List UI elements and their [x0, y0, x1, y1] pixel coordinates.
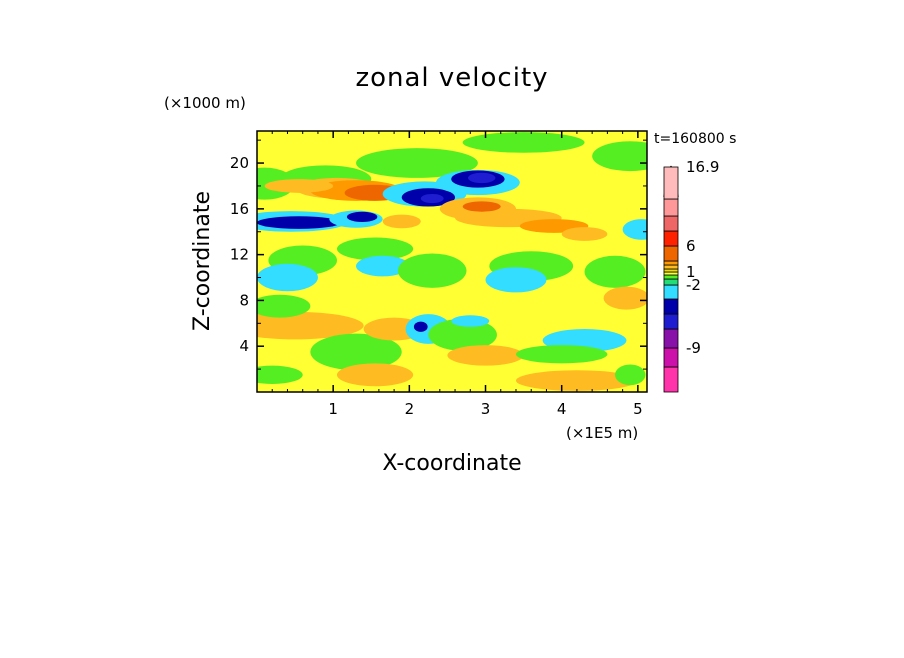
contour-region-17	[467, 172, 496, 184]
y-tick-label: 16	[230, 200, 249, 218]
colorbar-segment	[663, 260, 679, 266]
contour-region-30	[397, 253, 467, 288]
colorbar-segment	[663, 215, 679, 232]
y-tick-label: 4	[239, 337, 249, 355]
colorbar-segment	[663, 328, 679, 349]
contour-region-20	[462, 201, 501, 212]
x-tick-label: 1	[328, 400, 338, 418]
contour-region-24	[622, 219, 647, 240]
contour-region-37	[336, 363, 414, 387]
contour-region-46	[603, 286, 647, 310]
colorbar-segment	[663, 230, 679, 247]
colorbar-segment	[663, 298, 679, 315]
chart-title: zonal velocity	[355, 63, 548, 93]
contour-region-34	[257, 311, 364, 340]
y-unit-label: (×1000 m)	[164, 94, 246, 112]
contour-region-43	[447, 345, 524, 366]
x-axis-label: X-coordinate	[382, 451, 521, 476]
contour-region-50	[462, 132, 585, 153]
contour-region-14	[420, 193, 444, 204]
y-tick-label: 12	[230, 246, 249, 264]
colorbar-segment	[663, 347, 679, 368]
colorbar-segment	[663, 278, 679, 286]
contour-region-1	[356, 148, 478, 178]
plot-frame	[256, 130, 648, 393]
contour-region-28	[336, 237, 414, 261]
colorbar-segment	[663, 274, 679, 280]
contour-region-41	[428, 318, 497, 351]
contour-region-45	[515, 345, 608, 364]
contour-region-42	[451, 315, 490, 327]
colorbar-segment	[663, 268, 679, 273]
contour-region-47	[515, 370, 638, 391]
colorbar-segment	[663, 271, 679, 276]
colorbar-segment	[663, 284, 679, 300]
time-label: t=160800 s	[654, 131, 736, 147]
contour-region-29	[356, 255, 410, 277]
colorbar-label: 6	[686, 237, 696, 255]
contour-region-11	[346, 211, 378, 223]
contour-region-9	[257, 216, 341, 229]
colorbar-segment	[663, 366, 679, 393]
colorbar: 16.9 6 1-2 -9	[663, 158, 719, 393]
colorbar-segment	[663, 166, 679, 200]
contour-region-40	[413, 321, 428, 332]
y-axis: 4 8 12 16 20	[230, 139, 647, 370]
contour-region-33	[584, 255, 646, 288]
contour-region-7	[264, 179, 334, 193]
x-tick-label: 4	[557, 400, 567, 418]
contour-region-2	[592, 141, 647, 172]
x-axis: 1 2 3 4 5	[271, 131, 643, 418]
contour-region-49	[257, 365, 303, 384]
colorbar-label: 1	[686, 263, 696, 281]
contour-region-25	[382, 214, 421, 229]
contour-field	[257, 131, 647, 392]
y-tick-label: 20	[230, 154, 249, 172]
colorbar-segment	[663, 198, 679, 217]
colorbar-label: 16.9	[686, 158, 719, 176]
x-tick-label: 3	[481, 400, 491, 418]
y-tick-label: 8	[239, 291, 249, 309]
x-unit-label: (×1E5 m)	[566, 424, 638, 442]
x-tick-label: 2	[405, 400, 415, 418]
colorbar-segment	[663, 313, 679, 330]
contour-region-48	[615, 364, 646, 386]
contour-region-36	[310, 333, 402, 371]
contour-region-32	[485, 267, 547, 293]
colorbar-segment	[663, 264, 679, 270]
colorbar-label: -9	[686, 339, 701, 357]
colorbar-segment	[663, 245, 679, 262]
contour-region-22	[561, 227, 608, 241]
x-tick-label: 5	[633, 400, 643, 418]
y-axis-label: Z-coordinate	[190, 191, 215, 331]
contour-region-27	[257, 263, 318, 292]
contour-region-35	[257, 294, 311, 318]
colorbar-label: -2	[686, 276, 701, 294]
